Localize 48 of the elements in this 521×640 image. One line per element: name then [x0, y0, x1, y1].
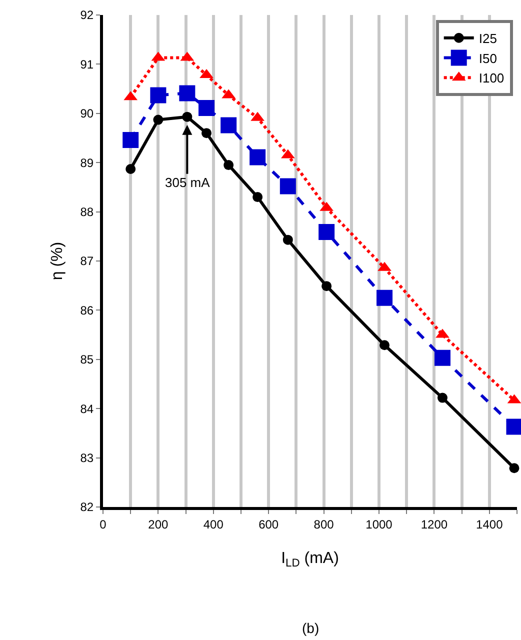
- y-tick-label: 82: [80, 500, 94, 514]
- point: [318, 224, 335, 240]
- point: [376, 290, 393, 306]
- legend-label: I25: [478, 30, 497, 46]
- point: [509, 463, 520, 474]
- y-tick-label: 90: [80, 106, 94, 121]
- text: (b): [302, 620, 320, 636]
- point: [126, 164, 136, 174]
- x-tick-label: 200: [148, 517, 169, 532]
- x-axis-title: I$_{LD}$ (mA): [281, 550, 339, 570]
- annotation: 305 mA: [165, 175, 210, 190]
- point: [252, 192, 263, 202]
- x-tick-label: 1200: [420, 517, 448, 532]
- x-tick-label: 800: [314, 517, 334, 532]
- y-tick-label: 84: [80, 402, 94, 416]
- legend-label: I50: [478, 50, 497, 66]
- point: [434, 350, 450, 366]
- x-tick-label: 600: [258, 517, 279, 532]
- point: [280, 178, 296, 194]
- point: [202, 128, 212, 138]
- x-tick-label: 1400: [476, 517, 504, 532]
- point: [150, 87, 166, 104]
- point: [220, 117, 237, 134]
- point: [282, 234, 293, 245]
- y-tick-label: 91: [80, 57, 94, 72]
- y-tick-label: 87: [80, 254, 94, 268]
- point: [198, 100, 214, 116]
- y-tick-label: 89: [80, 156, 94, 170]
- y-tick-label: 83: [80, 451, 94, 465]
- point: [179, 85, 196, 102]
- point: [122, 132, 139, 148]
- point: [224, 160, 234, 170]
- point: [437, 392, 448, 403]
- point: [250, 149, 266, 166]
- y-axis-title: η (%): [49, 242, 66, 280]
- y-tick-label: 92: [80, 8, 94, 22]
- y-tick-label: 88: [80, 205, 94, 219]
- y-tick-label: 85: [80, 352, 94, 367]
- point: [182, 112, 192, 122]
- point: [380, 340, 390, 350]
- point: [153, 114, 164, 125]
- x-tick-label: 0: [100, 517, 107, 532]
- y-tick-label: 86: [80, 303, 94, 318]
- x-tick-label: 1000: [366, 517, 393, 532]
- point: [322, 281, 332, 292]
- x-tick-label: 400: [203, 517, 224, 532]
- point: [506, 418, 521, 435]
- legend-label: I100: [478, 70, 504, 86]
